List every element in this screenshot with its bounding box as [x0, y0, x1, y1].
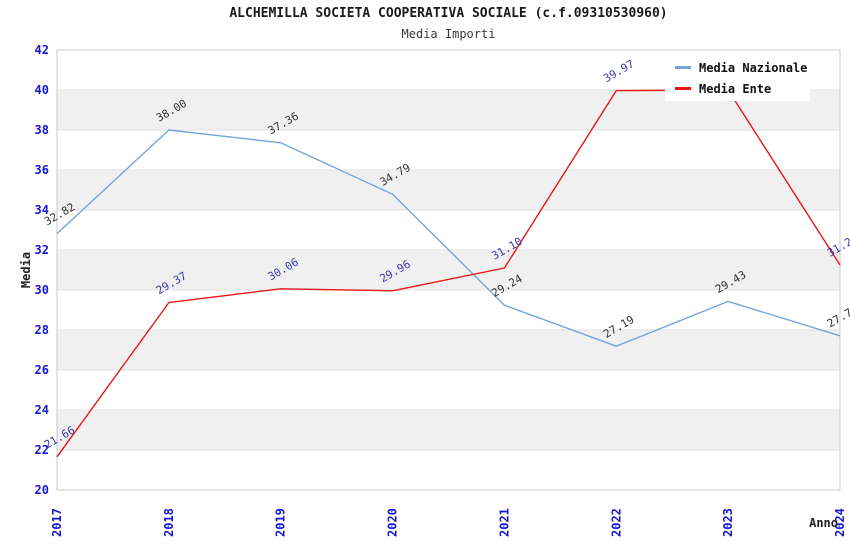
y-tick-label: 32 — [35, 243, 49, 257]
data-label: 27.71 — [825, 303, 850, 331]
y-tick-label: 28 — [35, 323, 49, 337]
line-swatch-icon — [675, 87, 691, 90]
y-tick-label: 26 — [35, 363, 49, 377]
y-tick-label: 34 — [35, 203, 49, 217]
y-tick-label: 42 — [35, 43, 49, 57]
legend-item-media-ente: Media Ente — [665, 80, 810, 97]
legend-item-media-nazionale: Media Nazionale — [665, 59, 810, 76]
data-label: 39.97 — [601, 57, 636, 85]
y-tick-label: 24 — [35, 403, 49, 417]
line-swatch-icon — [675, 66, 691, 69]
x-tick-label: 2017 — [50, 508, 64, 537]
legend: Media Nazionale Media Ente — [665, 55, 810, 101]
plot-band — [57, 410, 840, 450]
plot-border — [56, 49, 841, 491]
legend-label: Media Nazionale — [699, 60, 808, 75]
plot-band — [57, 330, 840, 370]
y-tick-label: 36 — [35, 163, 49, 177]
chart-title: ALCHEMILLA SOCIETA COOPERATIVA SOCIALE (… — [229, 6, 668, 21]
chart-subtitle: Media Importi — [401, 27, 496, 41]
x-tick-label: 2018 — [162, 508, 176, 537]
plot-band — [57, 170, 840, 210]
x-axis-title: Anno — [809, 516, 838, 530]
y-axis-title: Media — [19, 252, 33, 288]
y-tick-label: 22 — [35, 443, 49, 457]
plot-band — [57, 250, 840, 290]
x-tick-label: 2023 — [721, 508, 735, 537]
x-tick-label: 2020 — [386, 508, 400, 537]
y-tick-label: 38 — [35, 123, 49, 137]
x-tick-label: 2024 — [833, 508, 847, 537]
y-tick-label: 40 — [35, 83, 49, 97]
y-tick-label: 30 — [35, 283, 49, 297]
data-label: 31.25 — [825, 232, 850, 260]
x-tick-label: 2019 — [274, 508, 288, 537]
x-tick-label: 2022 — [609, 508, 623, 537]
legend-label: Media Ente — [699, 81, 772, 96]
y-tick-label: 20 — [35, 483, 49, 497]
x-tick-label: 2021 — [497, 508, 511, 537]
series-line-media-nazionale — [56, 129, 841, 347]
